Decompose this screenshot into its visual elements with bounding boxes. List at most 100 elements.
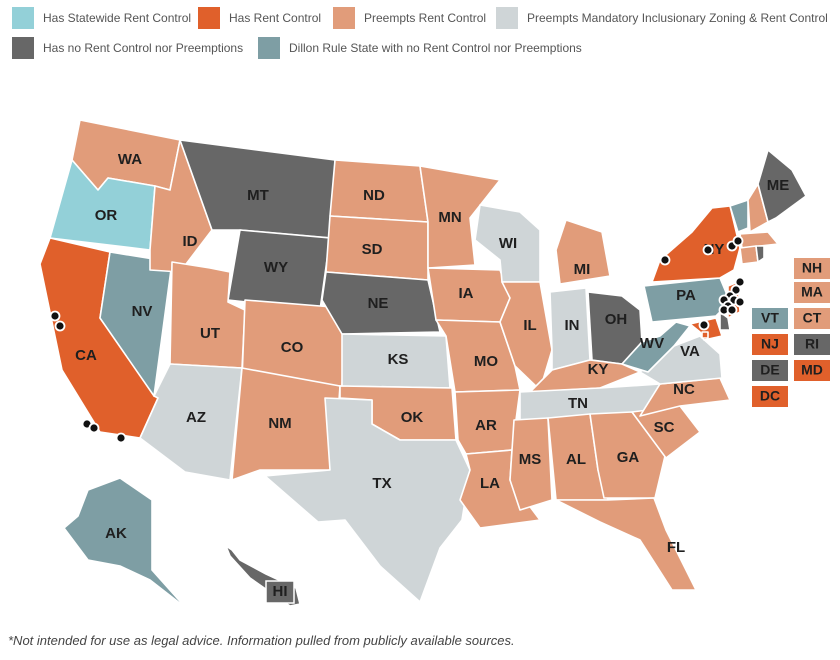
legend-item-dillon-rule: Dillon Rule State with no Rent Control n… — [258, 37, 582, 59]
small-state-box-label-nh: NH — [802, 260, 822, 276]
state-label-or: OR — [95, 207, 118, 224]
small-state-box-label-vt: VT — [761, 310, 779, 326]
state-ri[interactable] — [755, 245, 765, 263]
state-label-ut: UT — [200, 325, 220, 342]
city-marker[interactable] — [88, 422, 100, 434]
city-marker[interactable] — [54, 320, 66, 332]
city-marker[interactable] — [734, 296, 746, 308]
state-ne[interactable] — [321, 271, 441, 335]
small-state-box-label-dc: DC — [760, 388, 780, 404]
small-state-box-ct[interactable] — [794, 308, 830, 329]
small-state-box-label-de: DE — [760, 362, 779, 378]
state-wv[interactable] — [621, 321, 691, 373]
state-ms[interactable] — [509, 417, 553, 511]
legend-swatch — [333, 7, 355, 29]
state-mn[interactable] — [419, 165, 501, 269]
state-id[interactable] — [149, 139, 213, 273]
state-label-va: VA — [680, 343, 700, 360]
city-markers — [49, 235, 746, 444]
small-state-box-label-md: MD — [801, 362, 823, 378]
state-label-box-hi — [265, 580, 295, 604]
legend-label: Has no Rent Control nor Preemptions — [43, 41, 244, 55]
state-label-co: CO — [281, 339, 304, 356]
small-state-box-ri[interactable] — [794, 334, 830, 355]
state-ny[interactable] — [651, 205, 741, 283]
state-label-az: AZ — [186, 409, 206, 426]
state-label-ca: CA — [75, 347, 97, 364]
legend-item-statewide-rent-control: Has Statewide Rent Control — [12, 7, 191, 29]
state-me[interactable] — [757, 149, 807, 223]
city-marker[interactable] — [49, 310, 61, 322]
state-label-ga: GA — [617, 449, 640, 466]
state-label-sd: SD — [362, 241, 383, 258]
state-label-ne: NE — [368, 295, 389, 312]
state-label-wi: WI — [499, 235, 517, 252]
state-label-ok: OK — [401, 409, 424, 426]
state-label-ak: AK — [105, 525, 127, 542]
state-label-id: ID — [183, 233, 198, 250]
state-nc[interactable] — [639, 377, 731, 417]
small-state-box-md[interactable] — [794, 360, 830, 381]
state-label-mn: MN — [438, 209, 461, 226]
small-state-box-nj[interactable] — [752, 334, 788, 355]
state-label-al: AL — [566, 451, 586, 468]
state-mi[interactable] — [555, 219, 611, 285]
legend-label: Has Rent Control — [229, 11, 322, 25]
city-marker[interactable] — [115, 432, 127, 444]
state-label-ky: KY — [588, 361, 609, 378]
city-marker[interactable] — [726, 304, 738, 316]
state-label-mt: MT — [247, 187, 269, 204]
legend-label: Preempts Rent Control — [364, 11, 487, 25]
legend-label: Has Statewide Rent Control — [43, 11, 192, 25]
state-de[interactable] — [719, 311, 731, 331]
small-state-box-label-ma: MA — [801, 284, 823, 300]
state-il[interactable] — [499, 281, 553, 391]
map-legend: Has Statewide Rent Control Has Rent Contr… — [0, 0, 840, 70]
city-marker[interactable] — [732, 235, 744, 247]
small-state-box-nh[interactable] — [794, 258, 830, 279]
state-label-wa: WA — [118, 151, 142, 168]
small-state-box-vt[interactable] — [752, 308, 788, 329]
state-az[interactable] — [139, 363, 243, 481]
state-label-tn: TN — [568, 395, 588, 412]
small-state-box-de[interactable] — [752, 360, 788, 381]
state-ak[interactable] — [63, 477, 187, 609]
state-label-tx: TX — [372, 475, 391, 492]
small-state-box-label-nj: NJ — [761, 336, 779, 352]
state-label-la: LA — [480, 475, 500, 492]
small-state-box-dc[interactable] — [752, 386, 788, 407]
legend-swatch — [12, 37, 34, 59]
states-layer: WA OR CA NV ID MT WY UT CO AZ NM ND SD NE KS OK TX MN IA MO… — [39, 119, 807, 609]
city-marker[interactable] — [702, 244, 714, 256]
state-label-pa: PA — [676, 287, 696, 304]
state-label-me: ME — [767, 177, 790, 194]
small-state-box-ma[interactable] — [794, 282, 830, 303]
state-label-wv: WV — [640, 335, 664, 352]
legend-item-preempts-iz-and-rent-control: Preempts Mandatory Inclusionary Zoning &… — [496, 7, 828, 29]
state-label-ms: MS — [519, 451, 542, 468]
state-label-ks: KS — [388, 351, 409, 368]
small-state-boxes: NH MA VT CT NJ RI DE MD DC — [752, 258, 830, 407]
state-label-nv: NV — [132, 303, 153, 320]
state-label-in: IN — [565, 317, 580, 334]
state-label-sc: SC — [654, 419, 675, 436]
state-vt[interactable] — [729, 199, 749, 233]
city-marker[interactable] — [698, 319, 710, 331]
state-label-ar: AR — [475, 417, 497, 434]
state-label-nd: ND — [363, 187, 385, 204]
state-label-nm: NM — [268, 415, 291, 432]
state-label-oh: OH — [605, 311, 628, 328]
state-tx[interactable] — [264, 397, 471, 603]
small-state-box-label-ct: CT — [803, 310, 822, 326]
disclaimer-footnote: *Not intended for use as legal advice. I… — [8, 633, 515, 648]
state-dc[interactable] — [701, 331, 709, 339]
state-ct[interactable] — [739, 245, 759, 265]
legend-item-preempts-rent-control: Preempts Rent Control — [333, 7, 486, 29]
state-nm[interactable] — [231, 367, 341, 481]
legend-item-rent-control: Has Rent Control — [198, 7, 321, 29]
legend-swatch — [496, 7, 518, 29]
state-label-mo: MO — [474, 353, 498, 370]
state-fl[interactable] — [555, 497, 697, 591]
city-marker[interactable] — [659, 254, 671, 266]
state-label-wy: WY — [264, 259, 288, 276]
